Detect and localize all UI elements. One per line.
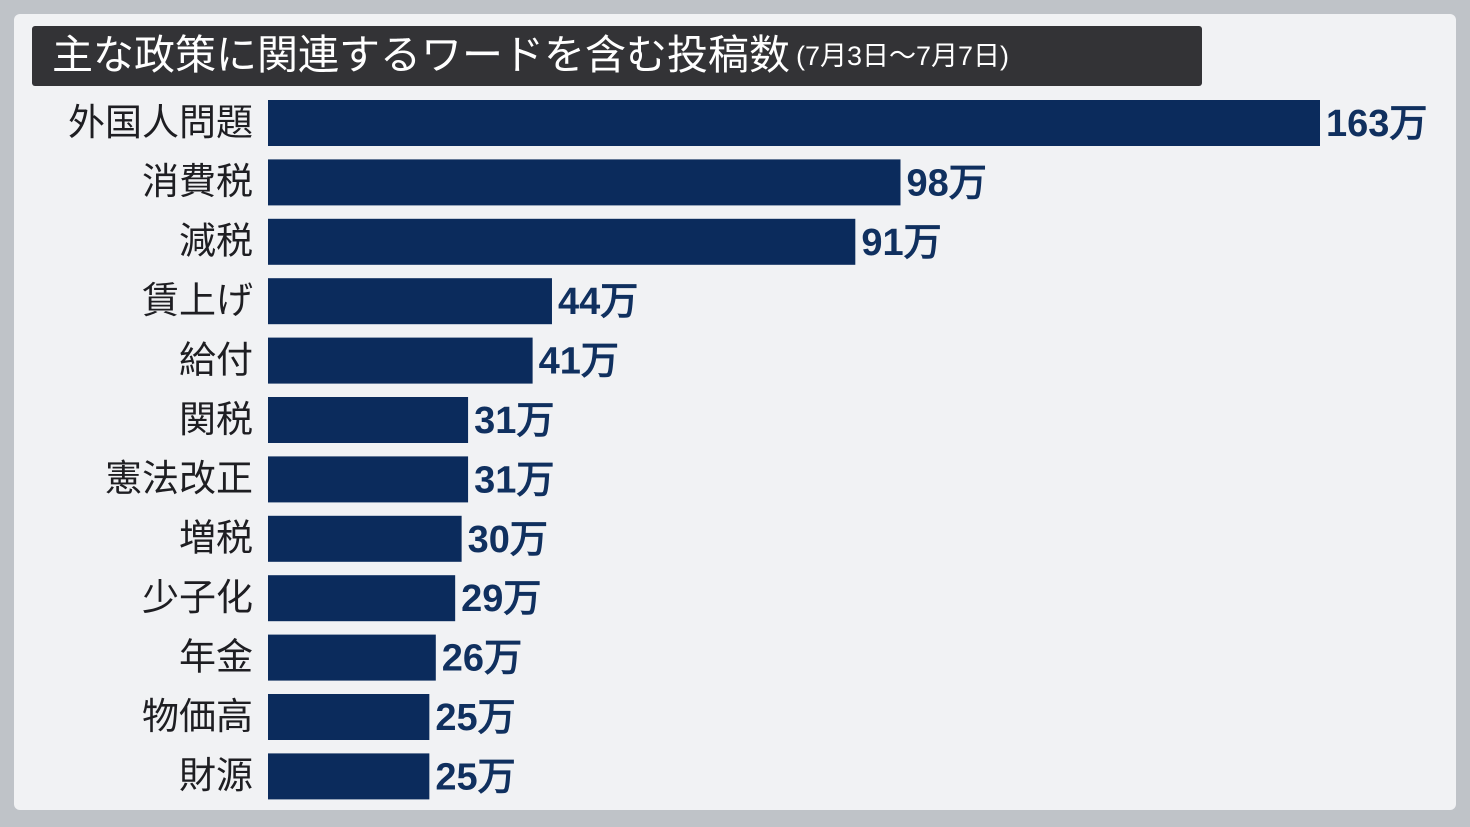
title-box [32,26,1202,86]
value-label: 41万 [539,341,619,383]
category-label: 給付 [179,339,253,380]
bar [268,575,456,622]
category-label: 消費税 [142,161,253,202]
bar [268,159,901,206]
category-label: 少子化 [142,577,253,618]
value-label: 91万 [861,222,941,264]
title-text: 主な政策に関連するワードを含む投稿数 (7月3日〜7月7日) [52,32,1009,78]
value-label: 30万 [468,519,548,561]
chart-subtitle: (7月3日〜7月7日) [796,41,1009,71]
category-label: 外国人問題 [68,102,253,143]
value-label: 29万 [461,578,541,620]
value-label: 25万 [435,756,515,798]
category-label: 賃上げ [142,280,253,321]
bar [268,753,430,800]
bar [268,515,462,562]
bar [268,397,469,443]
bar [268,337,533,384]
category-label: 年金 [179,636,253,677]
value-label: 44万 [558,281,638,323]
value-label: 163万 [1326,103,1427,145]
value-label: 25万 [435,697,515,739]
value-label: 26万 [442,638,522,680]
bar [268,634,436,681]
value-label: 98万 [906,162,986,204]
bar [268,456,469,503]
category-label: 関税 [179,399,253,440]
bar [268,694,430,740]
bar [268,218,856,265]
category-label: 増税 [179,518,253,559]
category-label: 物価高 [142,696,253,737]
category-label: 減税 [179,221,253,262]
category-label: 財源 [179,755,253,796]
bar [268,278,552,325]
chart-title: 主な政策に関連するワードを含む投稿数 [52,32,790,78]
value-label: 31万 [474,400,554,442]
category-label: 憲法改正 [105,458,253,499]
bar [268,100,1320,146]
value-label: 31万 [474,459,554,501]
